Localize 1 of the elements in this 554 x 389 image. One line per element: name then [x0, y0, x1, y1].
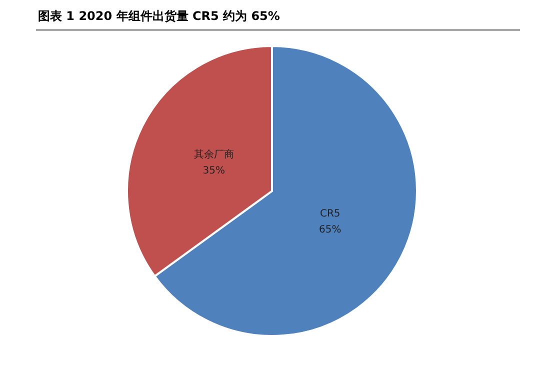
title: 图表 1 2020 年组件出货量 CR5 约为 65%: [38, 9, 280, 23]
